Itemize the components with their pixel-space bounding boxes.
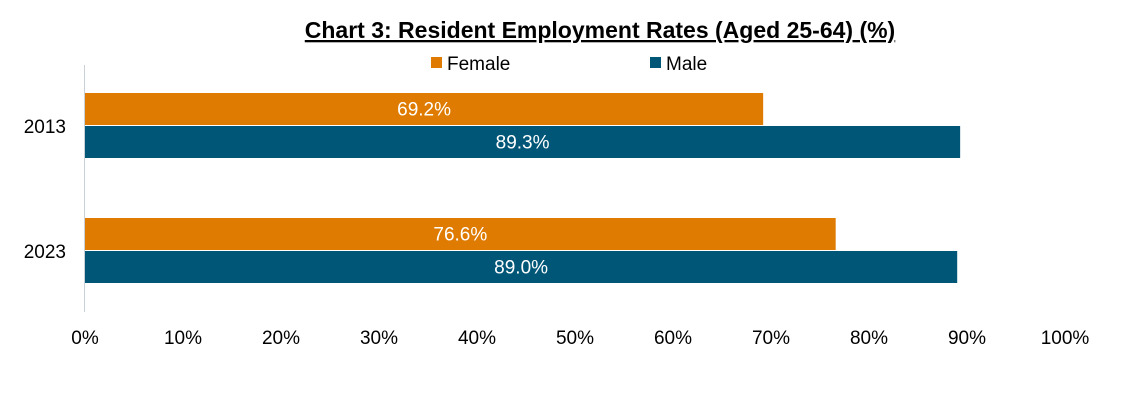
legend-female-label: Female: [447, 54, 510, 75]
x-tick-label: 0%: [71, 328, 99, 349]
data-label-female-2023: 76.6%: [433, 225, 487, 246]
bars-group: 69.2% 89.3% 76.6% 89.0%: [85, 93, 961, 283]
x-tick-label: 50%: [556, 328, 594, 349]
x-tick-label: 70%: [752, 328, 790, 349]
legend-male-swatch: [650, 57, 661, 68]
category-label-2023: 2023: [24, 242, 66, 263]
bar-female-2013: [85, 93, 764, 125]
x-tick-label: 100%: [1041, 328, 1090, 349]
legend-male-label: Male: [666, 54, 707, 75]
data-label-male-2013: 89.3%: [496, 133, 550, 154]
category-label-2013: 2013: [24, 117, 66, 138]
x-tick-labels: 0% 10% 20% 30% 40% 50% 60% 70% 80% 90% 100%: [71, 328, 1089, 349]
data-label-female-2013: 69.2%: [397, 100, 451, 121]
bar-male-2013: [85, 126, 961, 158]
x-tick-label: 30%: [360, 328, 398, 349]
x-tick-label: 60%: [654, 328, 692, 349]
category-labels: 2013 2023: [24, 117, 66, 263]
x-tick-label: 90%: [948, 328, 986, 349]
x-tick-label: 10%: [164, 328, 202, 349]
data-label-male-2023: 89.0%: [494, 258, 548, 279]
x-tick-label: 80%: [850, 328, 888, 349]
bar-male-2023: [85, 251, 958, 283]
legend: Female Male: [431, 54, 707, 75]
x-tick-label: 40%: [458, 328, 496, 349]
chart-title: Chart 3: Resident Employment Rates (Aged…: [305, 17, 895, 43]
legend-female-swatch: [431, 57, 442, 68]
bar-female-2023: [85, 218, 836, 250]
x-tick-label: 20%: [262, 328, 300, 349]
